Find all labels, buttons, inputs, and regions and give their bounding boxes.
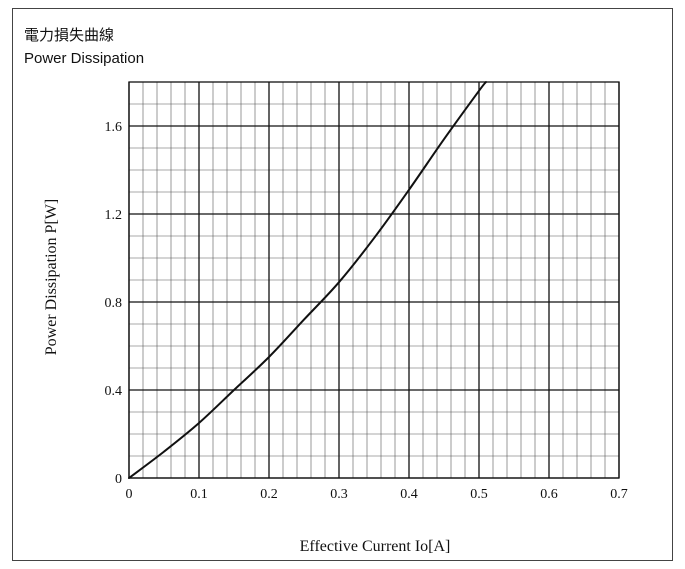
y-tick-label: 1.2 [105,208,123,223]
x-tick-label: 0.7 [610,487,628,502]
chart-subtitle: Power Dissipation [24,50,144,67]
x-axis-ticks: 0 0.1 0.2 0.3 0.4 0.5 0.6 0.7 [126,487,628,502]
series-line [128,81,487,479]
y-tick-label: 0.4 [105,384,123,399]
x-tick-label: 0.2 [260,487,278,502]
chart-title: 電力損失曲線 [24,26,114,44]
x-tick-label: 0.5 [470,487,488,502]
x-tick-label: 0.6 [540,487,558,502]
x-tick-label: 0.1 [190,487,208,502]
y-tick-label: 0 [115,472,122,487]
x-axis-label: Effective Current Io[A] [300,538,451,555]
major-grid [128,81,620,479]
x-tick-label: 0.3 [330,487,348,502]
y-axis-label: Power Dissipation P[W] [43,199,60,355]
y-tick-label: 1.6 [105,120,123,135]
y-tick-label: 0.8 [105,296,123,311]
y-axis-ticks: 0 0.4 0.8 1.2 1.6 [105,120,123,487]
series-layer [128,81,487,479]
x-tick-label: 0 [126,487,133,502]
chart-frame [12,8,673,561]
plot-border [128,81,620,479]
x-tick-label: 0.4 [400,487,418,502]
